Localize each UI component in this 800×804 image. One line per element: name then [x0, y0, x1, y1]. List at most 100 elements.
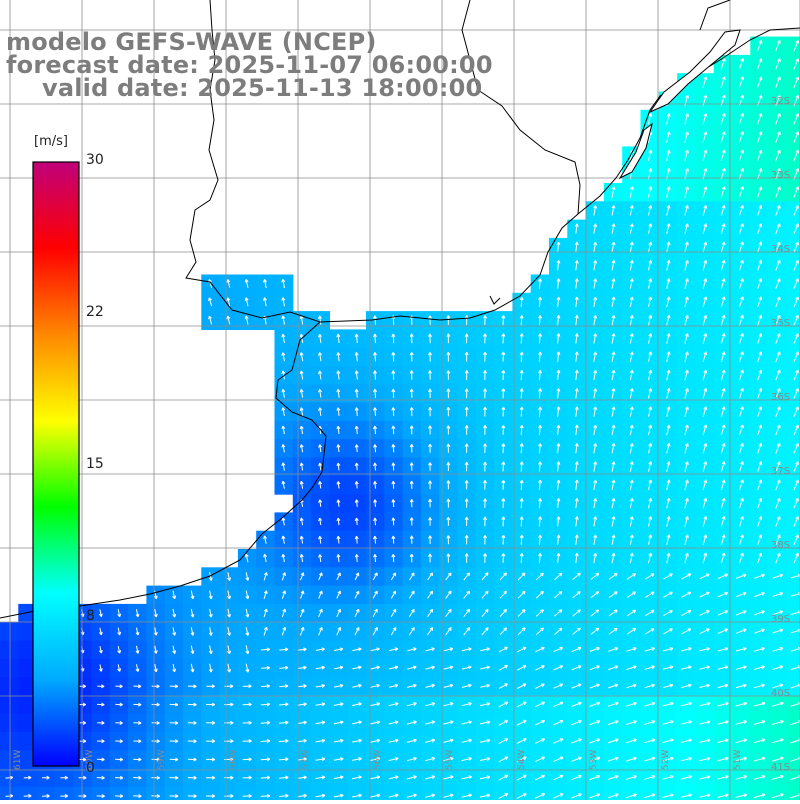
longitude-label: 55W: [445, 750, 455, 770]
longitude-label: 61W: [13, 750, 23, 770]
colorbar-tick-0: 0: [86, 760, 95, 776]
wind-speed-cell: [421, 787, 440, 800]
longitude-label: 56W: [373, 750, 383, 770]
wind-speed-cell: [604, 787, 623, 800]
wind-speed-cell: [146, 787, 165, 800]
lake-shoreline: [700, 0, 730, 30]
colorbar-tick-15: 15: [86, 456, 104, 472]
wind-speed-cell: [220, 787, 239, 800]
wind-speed-cell: [476, 787, 495, 800]
wind-speed-cell: [677, 787, 696, 800]
wind-speed-cell: [787, 641, 800, 660]
latitude-label: 37S: [771, 466, 790, 477]
wind-speed-cell: [787, 293, 800, 312]
wind-speed-cell: [0, 622, 19, 641]
latitude-label: 33S: [771, 170, 790, 181]
latitude-label: 32S: [771, 96, 790, 107]
wind-speed-cell: [732, 787, 751, 800]
wind-speed-cell: [348, 787, 367, 800]
longitude-label: 51W: [733, 750, 743, 770]
wind-speed-cell: [549, 787, 568, 800]
wind-speed-cell: [0, 659, 19, 678]
wind-speed-cell: [787, 329, 800, 348]
wind-speed-cell: [201, 787, 220, 800]
wind-speed-cell: [567, 787, 586, 800]
longitude-label: 54W: [517, 750, 527, 770]
wind-speed-cell: [787, 55, 800, 74]
wind-speed-cell: [0, 695, 19, 714]
wind-speed-cell: [384, 787, 403, 800]
wind-speed-cell: [256, 787, 275, 800]
wind-speed-cell: [659, 787, 678, 800]
wind-speed-cell: [787, 403, 800, 422]
wind-speed-cell: [73, 787, 92, 800]
wind-speed-cell: [787, 421, 800, 440]
wind-speed-cell: [787, 732, 800, 751]
wind-speed-cell: [0, 677, 19, 696]
wind-speed-cell: [0, 732, 19, 751]
longitude-label: 58W: [229, 750, 239, 770]
wind-speed-cell: [787, 183, 800, 202]
wind-speed-cell: [18, 787, 37, 800]
wind-speed-cell: [787, 787, 800, 800]
wind-speed-cell: [787, 714, 800, 733]
colorbar-tick-30: 30: [86, 152, 104, 168]
wind-speed-cell: [183, 787, 202, 800]
wind-speed-cell: [787, 256, 800, 275]
wind-speed-cell: [311, 787, 330, 800]
wind-speed-cell: [787, 201, 800, 220]
wind-speed-cell: [769, 787, 788, 800]
map-title-valid-date: valid date: 2025-11-13 18:00:00: [42, 76, 482, 100]
wind-speed-cell: [0, 714, 19, 733]
latitude-label: 35S: [771, 318, 790, 329]
wind-speed-cell: [787, 494, 800, 513]
latitude-label: 34S: [771, 244, 790, 255]
wind-speed-cell: [695, 787, 714, 800]
wind-speed-cell: [110, 787, 129, 800]
latitude-label: 41S: [771, 762, 790, 773]
colorbar-tick-22: 22: [86, 304, 104, 320]
latitude-label: 38S: [771, 540, 790, 551]
wind-speed-cell: [641, 787, 660, 800]
colorbar: [33, 162, 79, 766]
wind-speed-cell: [238, 787, 257, 800]
wind-speed-cell: [787, 659, 800, 678]
latitude-label: 40S: [771, 688, 790, 699]
wind-speed-cell: [750, 787, 769, 800]
wind-speed-cell: [92, 787, 111, 800]
wind-speed-cell: [787, 146, 800, 165]
colorbar-tick-8: 8: [86, 608, 95, 624]
wind-speed-cell: [787, 476, 800, 495]
longitude-label: 53W: [589, 750, 599, 770]
wind-speed-cell: [787, 512, 800, 531]
wind-speed-cell: [787, 275, 800, 294]
wind-speed-cell: [329, 787, 348, 800]
wind-speed-cell: [37, 787, 56, 800]
wind-speed-cell: [165, 787, 184, 800]
longitude-label: 59W: [157, 750, 167, 770]
wind-speed-cell: [787, 348, 800, 367]
wind-speed-cell: [494, 787, 513, 800]
wind-speed-cell: [366, 787, 385, 800]
longitude-label: 57W: [301, 750, 311, 770]
wind-speed-cell: [787, 37, 800, 56]
latitude-label: 36S: [771, 392, 790, 403]
wind-speed-cell: [531, 787, 550, 800]
longitude-label: 52W: [661, 750, 671, 770]
wind-speed-cell: [787, 549, 800, 568]
colorbar-unit: [m/s]: [34, 134, 68, 149]
wind-speed-cell: [403, 787, 422, 800]
wind-speed-cell: [128, 787, 147, 800]
wind-speed-cell: [293, 787, 312, 800]
wind-speed-cell: [55, 787, 74, 800]
wind-speed-cell: [787, 128, 800, 147]
wind-speed-cell: [787, 73, 800, 92]
wind-speed-cell: [275, 787, 294, 800]
wind-speed-cell: [586, 787, 605, 800]
wind-speed-cell: [622, 787, 641, 800]
river-coast: [490, 296, 500, 304]
wind-speed-cell: [787, 439, 800, 458]
wind-speed-cell: [0, 787, 19, 800]
